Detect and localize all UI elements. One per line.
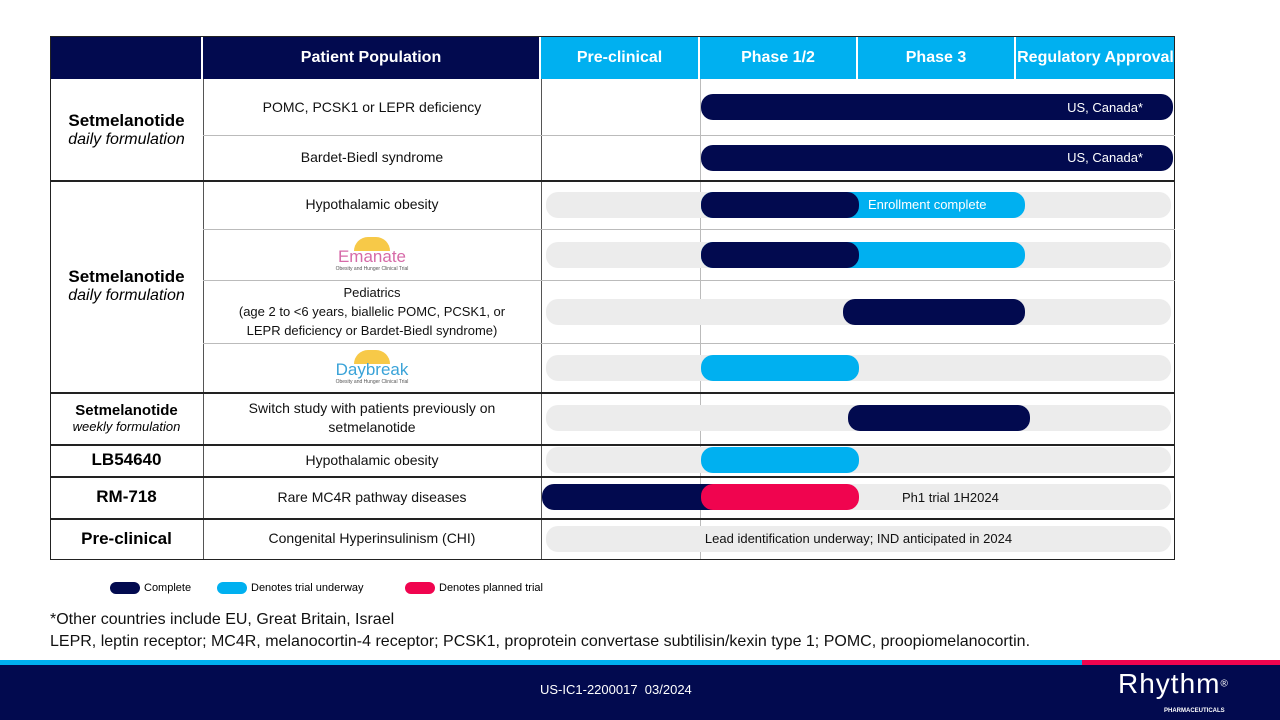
bar-underway — [700, 354, 859, 381]
header-phase-1: Phase 1/2 — [700, 36, 858, 79]
program-group: RM-718 — [50, 476, 203, 518]
program-group: Setmelanotide daily formulation — [50, 180, 203, 392]
program-group: Setmelanotide weekly formulation — [50, 392, 203, 444]
logo-mark: ® — [1220, 678, 1228, 690]
row-divider — [50, 518, 1175, 520]
document-code: US-IC1-2200017 03/2024 — [540, 682, 692, 697]
bar-underway — [700, 447, 859, 473]
program-group: LB54640 — [50, 444, 203, 476]
bar-complete — [843, 298, 1026, 325]
bar-note: Lead identification underway; IND antici… — [704, 531, 1013, 546]
bar-label: US, Canada* — [1067, 99, 1143, 115]
patient-population: Congenital Hyperinsulinism (CHI) — [268, 530, 476, 546]
logo-tagline: Obesity and Hunger Clinical Trial — [335, 265, 409, 272]
trial-logo-emanate: Emanate Obesity and Hunger Clinical Trial — [203, 229, 541, 280]
legend-label: Complete — [144, 582, 192, 594]
patient-population: Bardet-Biedl syndrome — [300, 149, 444, 165]
bar-complete — [700, 191, 859, 218]
program-name: Setmelanotide — [75, 402, 178, 419]
sun-icon — [354, 349, 390, 364]
logo-title: Daybreak — [335, 359, 409, 379]
bar-complete — [700, 94, 1173, 120]
bar-note: Ph1 trial 1H2024 — [902, 489, 999, 505]
bar-complete — [542, 484, 733, 510]
footer-stripe-cyan — [0, 660, 1082, 665]
rhythm-logo: Rhythm® PHARMACEUTICALS — [1118, 667, 1228, 715]
bar-label: US, Canada* — [1067, 150, 1143, 165]
legend-swatch — [110, 582, 140, 595]
bar-planned — [700, 484, 859, 510]
logo-text: Rhythm — [1118, 668, 1221, 699]
program-formulation: weekly formulation — [72, 419, 181, 434]
progress-track — [546, 525, 1171, 552]
patient-population: POMC, PCSK1 or LEPR deficiency — [262, 98, 482, 115]
program-name: RM-718 — [96, 487, 157, 506]
program-formulation: daily formulation — [68, 287, 185, 304]
legend-underway: Denotes trial underway — [217, 582, 364, 595]
bar-complete — [700, 144, 1173, 171]
logo-tagline: Obesity and Hunger Clinical Trial — [335, 378, 409, 385]
column-divider — [541, 79, 542, 559]
row-divider — [50, 180, 1175, 182]
column-divider — [203, 79, 204, 559]
patient-population: Pediatrics (age 2 to <6 years, biallelic… — [238, 285, 506, 338]
legend-swatch — [217, 582, 247, 595]
logo-title: Emanate — [337, 246, 407, 266]
header-phase-3: Regulatory Approval — [1016, 36, 1175, 79]
legend-label: Denotes planned trial — [439, 582, 543, 594]
row-divider — [203, 280, 1175, 281]
program-group: Pre-clinical — [50, 518, 203, 559]
bar-label: Enrollment complete — [867, 197, 987, 212]
program-name: LB54640 — [91, 450, 162, 469]
patient-population: Switch study with patients previously on… — [248, 400, 496, 435]
program-name: Setmelanotide — [68, 267, 185, 286]
legend-planned: Denotes planned trial — [405, 582, 543, 595]
legend-complete: Complete — [110, 582, 192, 595]
program-formulation: daily formulation — [68, 130, 185, 148]
header-phase-2: Phase 3 — [858, 36, 1016, 79]
row-divider — [50, 476, 1175, 478]
footnote: *Other countries include EU, Great Brita… — [50, 611, 395, 628]
trial-logo-daybreak: Daybreak Obesity and Hunger Clinical Tria… — [203, 343, 541, 392]
row-divider — [203, 135, 1175, 136]
program-group: Setmelanotide daily formulation — [50, 79, 203, 180]
footer-stripe-red — [1082, 660, 1280, 665]
logo-subtitle: PHARMACEUTICALS — [1164, 708, 1225, 714]
bar-complete — [700, 241, 859, 268]
legend-swatch — [405, 582, 435, 595]
legend-label: Denotes trial underway — [251, 582, 364, 594]
header-blank — [50, 36, 203, 79]
row-divider — [203, 343, 1175, 344]
header-patient-population: Patient Population — [203, 36, 541, 79]
footer-bar — [0, 665, 1280, 720]
row-divider — [203, 229, 1175, 230]
patient-population: Hypothalamic obesity — [305, 451, 439, 468]
row-divider — [50, 392, 1175, 394]
patient-population: Rare MC4R pathway diseases — [277, 488, 467, 505]
row-divider — [50, 444, 1175, 446]
footnote-abbreviations: LEPR, leptin receptor; MC4R, melanocorti… — [50, 633, 1031, 650]
header-phase-0: Pre-clinical — [541, 36, 700, 79]
program-name: Pre-clinical — [81, 528, 172, 548]
sun-icon — [354, 236, 390, 251]
bar-complete — [847, 405, 1031, 431]
patient-population: Hypothalamic obesity — [305, 196, 439, 212]
program-name: Setmelanotide — [68, 110, 185, 130]
